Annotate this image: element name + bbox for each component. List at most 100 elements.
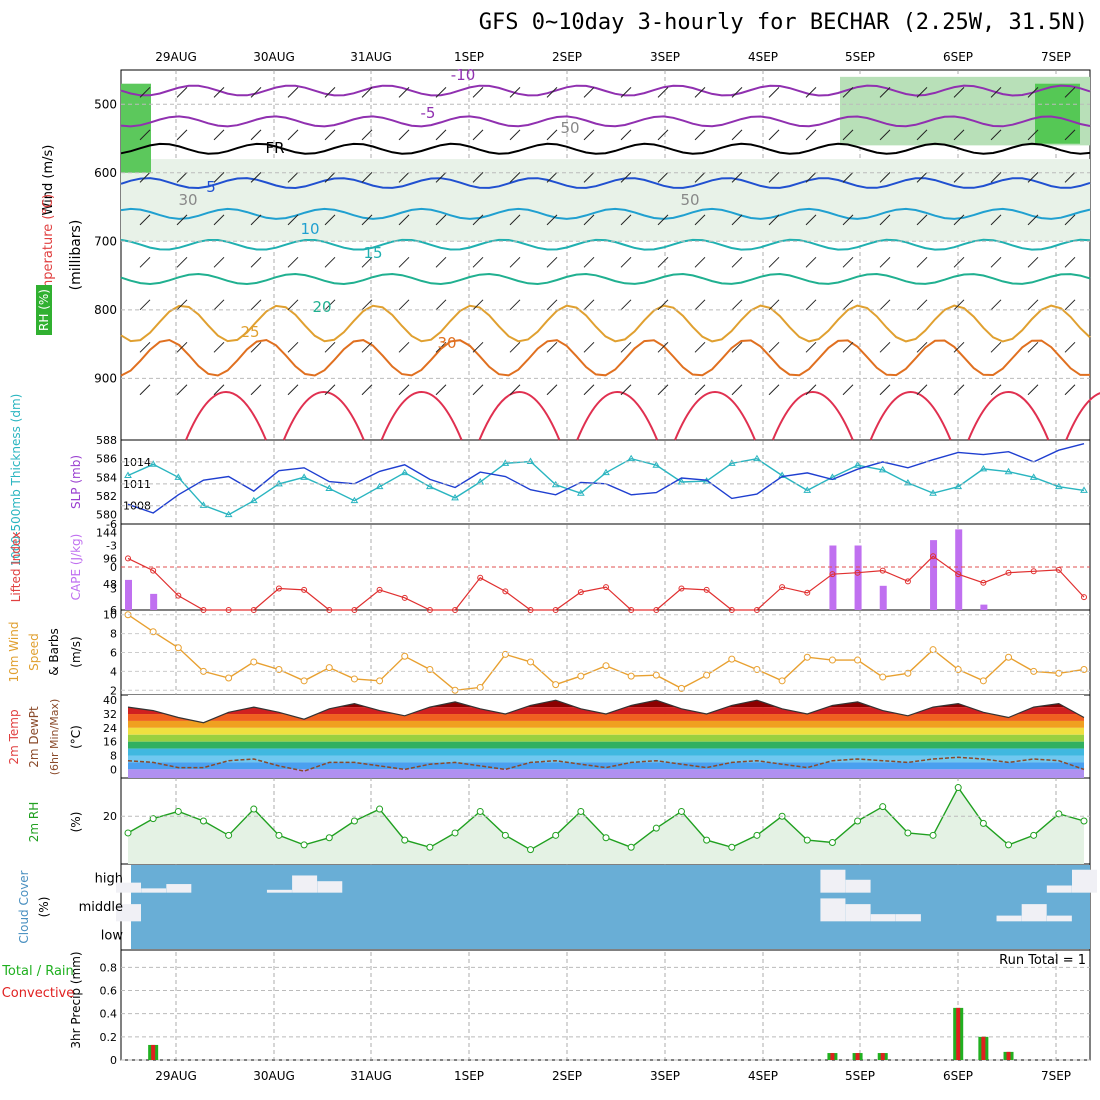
wind-barb	[398, 341, 410, 353]
wind-barb	[657, 172, 669, 183]
wind-barb	[1027, 256, 1039, 268]
cloud-high-bar	[166, 884, 192, 893]
wind-barb	[990, 341, 1002, 353]
wind-barb	[990, 256, 1002, 268]
li-point	[250, 607, 257, 613]
date-tick-top: 5SEP	[845, 50, 875, 64]
li-point	[502, 588, 509, 595]
precip-tick: 0	[110, 1054, 117, 1067]
wind-barb	[620, 384, 632, 396]
date-tick-bottom: 3SEP	[650, 1069, 680, 1083]
cape-bar	[125, 579, 132, 610]
wind-barb	[768, 384, 780, 396]
wind-barb	[768, 172, 780, 183]
rh2m-point	[677, 807, 685, 815]
wind-barb	[324, 214, 336, 226]
li-point	[125, 555, 131, 562]
wind-barb	[472, 384, 484, 396]
rh2m-point	[828, 839, 836, 846]
li-point	[854, 569, 861, 576]
thickness-point	[224, 510, 233, 518]
wind-barb	[139, 256, 151, 268]
slp-layer	[127, 443, 1085, 514]
precip-legend-total: Total / Rain	[1, 964, 74, 979]
wind-barb	[287, 214, 299, 226]
wind10-point	[401, 652, 409, 660]
precip-tick: 0.8	[100, 961, 118, 974]
wind-barb	[509, 172, 521, 183]
thickness-point	[124, 471, 132, 478]
wind-barb	[435, 384, 447, 396]
wind-barb	[287, 87, 299, 98]
wind-barb	[879, 341, 891, 353]
wind10-point	[250, 658, 258, 666]
date-tick-bottom: 30AUG	[253, 1069, 295, 1083]
temp-color-band	[128, 720, 1084, 728]
wind-barb	[324, 341, 336, 353]
rh2m-point	[275, 831, 283, 839]
wind-barb	[990, 214, 1002, 226]
wind-barb	[472, 87, 484, 98]
wind-barb	[842, 87, 854, 98]
li-tick: 0	[110, 561, 117, 574]
wind10-point	[476, 683, 484, 691]
wind-barb	[176, 129, 188, 141]
wind-barb	[879, 214, 891, 226]
wind-barb	[620, 341, 632, 353]
wind-barb	[139, 172, 151, 183]
contour-label: 30	[178, 191, 197, 209]
wind-barb	[250, 256, 262, 268]
rh2m-area	[128, 787, 1084, 864]
wind-barb	[361, 214, 373, 226]
wind10-tick: 10	[103, 609, 117, 622]
li-point	[628, 607, 635, 613]
cloud-tick-low: low	[101, 929, 124, 944]
li-point	[452, 607, 459, 613]
thickness-point	[501, 459, 510, 466]
wind-barb	[842, 129, 854, 141]
upper-ytick: 700	[94, 234, 117, 248]
wind-barb	[731, 214, 743, 226]
wind-barb	[953, 384, 965, 396]
temp-color-band	[128, 714, 1084, 721]
contour-label: 50	[680, 191, 699, 209]
wind-barb	[1027, 87, 1039, 98]
rh2m-point	[854, 817, 862, 825]
cape-bar	[829, 545, 837, 610]
wind-barb	[139, 129, 151, 141]
wind-barb	[731, 299, 743, 311]
upper-ylabel: (millibars)	[68, 220, 84, 291]
rh2m-point	[803, 836, 811, 844]
wind-barb	[805, 87, 817, 98]
wind-barb	[694, 129, 706, 141]
cape-axis-label: CAPE (J/kg)	[69, 534, 83, 601]
li-point	[351, 607, 358, 613]
contour-label: 50	[560, 119, 579, 137]
dewpoint-line	[127, 756, 1085, 772]
li-tick: 3	[110, 583, 117, 596]
wind-barb	[398, 256, 410, 268]
rh2m-point	[753, 831, 761, 839]
rh-shading-high	[1035, 83, 1080, 144]
wind-barb	[916, 256, 928, 268]
rh2m-point	[476, 807, 484, 815]
wind-barb	[176, 172, 188, 183]
li-point	[301, 586, 308, 593]
wind-barb	[842, 214, 854, 226]
thickness-tick: 582	[96, 490, 117, 503]
precip-tick: 0.4	[100, 1008, 118, 1021]
rh-tick: 20	[103, 810, 117, 823]
thickness-point	[627, 454, 636, 462]
thickness-point	[1029, 473, 1038, 480]
wind-barb	[953, 87, 965, 98]
wind-barb	[694, 87, 706, 98]
rh2m-point	[1080, 817, 1088, 825]
wind-barb	[842, 384, 854, 396]
rh2m-point	[652, 824, 660, 832]
isotherm-line	[120, 338, 1090, 377]
wind-barb	[953, 256, 965, 268]
thickness-point	[727, 459, 736, 466]
temperature-axis-label: Temperature (°C)	[41, 194, 56, 307]
wind-barb	[1027, 341, 1039, 353]
cape-tick: 96	[103, 552, 117, 565]
